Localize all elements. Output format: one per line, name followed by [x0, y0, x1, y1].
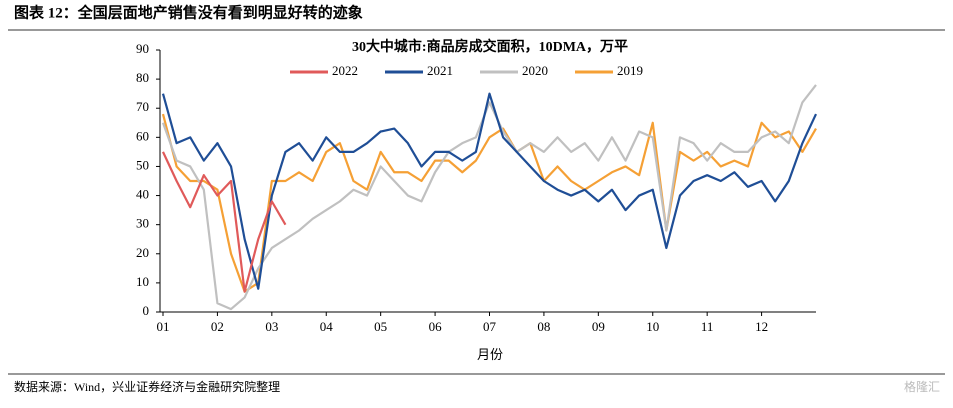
legend-label: 2020 — [522, 63, 548, 78]
y-tick-label: 50 — [136, 157, 149, 172]
legend-label: 2021 — [427, 63, 453, 78]
y-tick-label: 20 — [136, 245, 149, 260]
x-tick-label: 06 — [429, 319, 443, 334]
legend-label: 2022 — [332, 63, 358, 78]
x-tick-label: 12 — [755, 319, 768, 334]
x-tick-label: 08 — [537, 319, 550, 334]
y-tick-label: 80 — [136, 70, 149, 85]
header-title: 图表 12：全国层面地产销售没有看到明显好转的迹象 — [14, 3, 363, 21]
x-tick-label: 09 — [592, 319, 605, 334]
x-tick-label: 10 — [646, 319, 659, 334]
y-tick-label: 60 — [136, 128, 149, 143]
series-line — [161, 84, 817, 311]
series-line — [162, 151, 287, 293]
source: 数据来源：Wind，兴业证券经济与金融研究院整理 — [14, 379, 280, 394]
y-tick-label: 90 — [136, 41, 149, 56]
y-tick-label: 30 — [136, 216, 149, 231]
y-tick-label: 40 — [136, 187, 149, 202]
y-tick-label: 0 — [143, 303, 150, 318]
x-tick-label: 02 — [211, 319, 224, 334]
x-tick-label: 05 — [374, 319, 387, 334]
y-tick-label: 70 — [136, 99, 149, 114]
x-tick-label: 07 — [483, 319, 497, 334]
y-tick-label: 10 — [136, 274, 149, 289]
x-tick-label: 11 — [701, 319, 714, 334]
series-line — [161, 113, 817, 293]
x-axis-label: 月份 — [477, 347, 503, 362]
chart-title: 30大中城市:商品房成交面积，10DMA，万平 — [352, 38, 628, 55]
x-tick-label: 03 — [265, 319, 278, 334]
watermark: 格隆汇 — [904, 379, 940, 394]
x-tick-label: 01 — [157, 319, 170, 334]
x-tick-label: 04 — [320, 319, 334, 334]
series-line — [161, 92, 817, 290]
legend-label: 2019 — [617, 63, 643, 78]
